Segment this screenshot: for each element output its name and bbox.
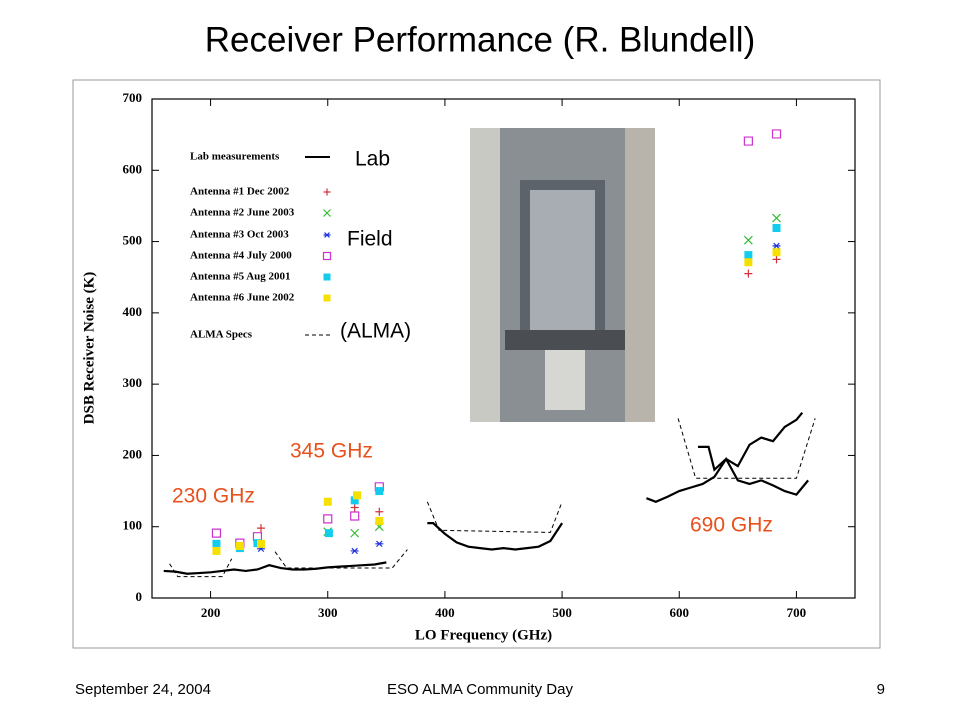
legend-label: ALMA Specs	[190, 329, 253, 341]
x-axis-label: LO Frequency (GHz)	[415, 627, 552, 643]
y-axis-label: DSB Receiver Noise (K)	[81, 272, 97, 425]
footer-page: 9	[877, 681, 885, 698]
legend-label: Antenna #6 June 2002	[190, 292, 295, 304]
x-tick-label: 500	[552, 605, 572, 620]
footer-event: ESO ALMA Community Day	[387, 681, 573, 698]
y-tick-label: 500	[123, 233, 143, 248]
y-tick-label: 0	[136, 589, 143, 604]
point	[350, 528, 360, 538]
point	[375, 540, 384, 548]
x-tick-label: 300	[318, 605, 338, 620]
legend-label: Antenna #1 Dec 2002	[190, 186, 290, 198]
legend-label: Lab measurements	[190, 151, 280, 163]
plot-area	[151, 98, 856, 599]
x-tick-label: 600	[670, 605, 690, 620]
point	[350, 511, 360, 521]
point	[235, 541, 244, 550]
x-tick-label: 700	[787, 605, 807, 620]
y-tick-label: 400	[123, 304, 143, 319]
spec-line	[169, 418, 816, 578]
point	[743, 235, 753, 245]
slide-title: Receiver Performance (R. Blundell)	[205, 20, 755, 59]
point	[375, 507, 384, 516]
point	[772, 213, 781, 223]
annotation: 230 GHz	[172, 485, 255, 508]
footer-date: September 24, 2004	[75, 681, 211, 698]
annotation: Lab	[355, 148, 390, 171]
legend-marker	[323, 188, 331, 196]
photo	[470, 128, 655, 422]
legend-marker	[323, 232, 331, 238]
legend-marker	[322, 251, 332, 261]
legend-marker	[323, 209, 331, 217]
legend-label: Antenna #3 Oct 2003	[190, 229, 289, 241]
point	[256, 539, 265, 548]
legend-label: Antenna #5 Aug 2001	[190, 271, 291, 283]
x-tick-label: 400	[435, 605, 455, 620]
point	[743, 136, 753, 146]
legend-label: Antenna #2 June 2003	[190, 207, 295, 219]
point	[771, 129, 782, 139]
legend-marker	[323, 273, 331, 281]
annotation: (ALMA)	[340, 320, 411, 343]
point	[211, 528, 222, 538]
point	[256, 524, 265, 533]
point	[212, 539, 221, 548]
point	[353, 491, 362, 500]
point	[324, 529, 333, 538]
point	[323, 514, 333, 524]
point	[375, 517, 384, 526]
legend-label: Antenna #4 July 2000	[190, 250, 292, 262]
annotation: 345 GHz	[290, 440, 373, 463]
y-tick-label: 700	[123, 90, 143, 105]
y-tick-label: 100	[123, 518, 143, 533]
point	[744, 269, 753, 278]
legend-marker	[323, 294, 331, 302]
y-tick-label: 200	[123, 446, 143, 461]
point	[744, 251, 753, 260]
point	[772, 242, 781, 250]
point	[350, 547, 359, 555]
y-tick-label: 600	[123, 161, 143, 176]
point	[744, 258, 753, 267]
y-tick-label: 300	[123, 375, 143, 390]
annotation: Field	[347, 228, 393, 251]
point	[772, 224, 781, 233]
point	[212, 546, 221, 555]
lab-line	[163, 411, 809, 575]
annotation: 690 GHz	[690, 514, 773, 537]
point	[323, 497, 332, 506]
point	[772, 255, 781, 264]
point	[375, 487, 384, 496]
point	[350, 503, 359, 512]
point	[772, 248, 781, 257]
x-tick-label: 200	[201, 605, 221, 620]
